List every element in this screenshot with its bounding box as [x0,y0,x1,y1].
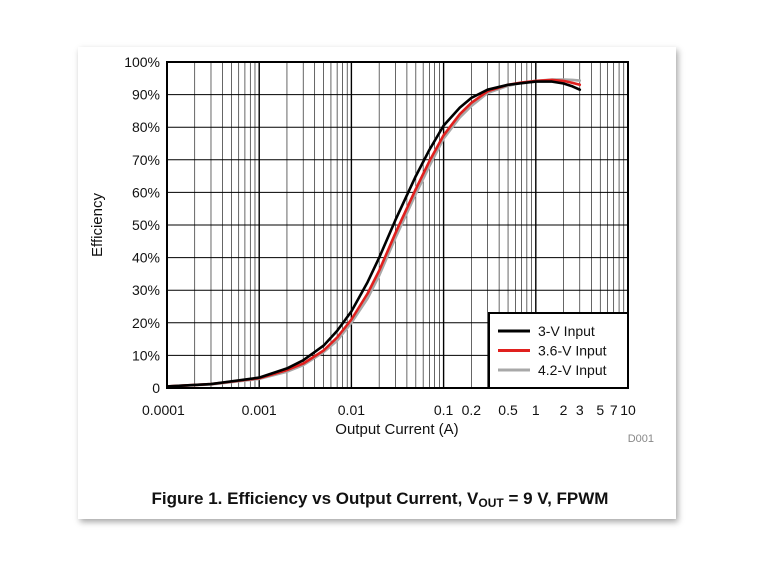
x-tick-label: 0.001 [242,402,277,418]
x-tick-label: 2 [560,402,568,418]
x-tick-label: 0.1 [434,402,454,418]
x-tick-label: 1 [532,402,540,418]
figure-caption: Figure 1. Efficiency vs Output Current, … [0,489,760,510]
x-tick-label: 7 [610,402,618,418]
major-gridlines [166,61,628,389]
x-tick-label: 10 [620,402,636,418]
caption-suffix: = 9 V, FPWM [503,489,609,508]
y-tick-label: 60% [132,184,160,200]
x-tick-label: 3 [576,402,584,418]
y-tick-label: 70% [132,152,160,168]
x-axis-label: Output Current (A) [335,421,458,438]
y-tick-label: 80% [132,119,160,135]
legend: 3-V Input 3.6-V Input 4.2-V Input [488,312,629,389]
legend-entry: 4.2-V Input [538,362,607,378]
y-tick-label: 100% [124,54,160,70]
y-axis-label: Efficiency [89,193,106,257]
y-tick-labels: 0 10% 20% 30% 40% 50% 60% 70% 80% 90% 100% [124,54,160,396]
y-tick-label: 20% [132,315,160,331]
x-tick-label: 0.5 [498,402,518,418]
caption-subscript: OUT [478,496,504,510]
caption-prefix: Figure 1. Efficiency vs Output Current, … [151,489,479,508]
y-tick-label: 10% [132,347,160,363]
x-tick-label: 0.2 [462,402,482,418]
x-tick-labels: 0.0001 0.001 0.01 0.1 0.2 0.5 1 2 3 5 7 10 [142,402,636,418]
y-tick-label: 40% [132,250,160,266]
legend-entry: 3.6-V Input [538,343,607,359]
series-layer [167,78,582,388]
y-tick-label: 90% [132,87,160,103]
series-line [167,80,582,388]
x-tick-label: 0.0001 [142,402,185,418]
x-tick-label: 5 [596,402,604,418]
y-tick-label: 0 [152,380,160,396]
plot-frame [166,61,629,389]
figure-card [78,47,676,519]
y-tick-label: 50% [132,217,160,233]
figure-code: D001 [628,433,654,445]
y-tick-label: 30% [132,282,160,298]
legend-entry: 3-V Input [538,323,595,339]
x-tick-label: 0.01 [338,402,365,418]
